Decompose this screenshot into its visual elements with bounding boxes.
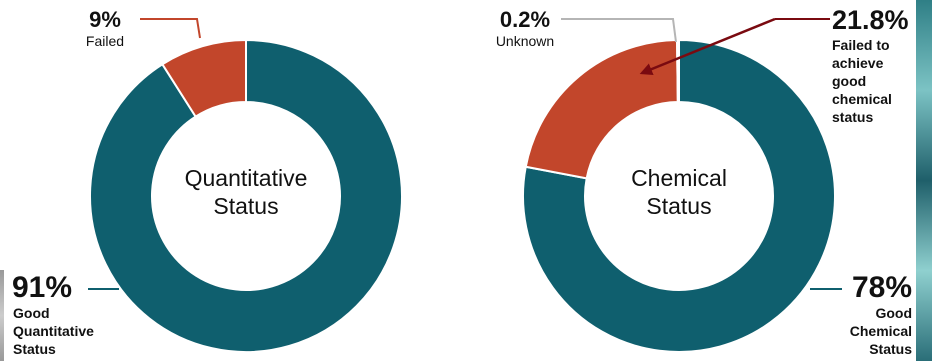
slice-failed-to-achieve bbox=[524, 38, 679, 180]
pointer-arrow-failed-to-achieve bbox=[639, 17, 776, 76]
category-label-failed-line-4: chemical bbox=[832, 91, 892, 107]
category-label-unknown: Unknown bbox=[496, 33, 554, 49]
category-label-failed-line-5: status bbox=[832, 109, 873, 125]
leader-line-failed bbox=[140, 18, 201, 39]
center-label-line-1: Quantitative bbox=[185, 165, 308, 191]
category-label-good-chemical-line-3: Status bbox=[869, 341, 912, 357]
category-label-good-line-3: Status bbox=[13, 341, 56, 357]
category-label-good-chemical-line-1: Good bbox=[875, 305, 912, 321]
category-label-failed-line-3: good bbox=[832, 73, 866, 89]
background-image-edge bbox=[0, 270, 4, 361]
leader-line-unknown bbox=[561, 18, 677, 43]
slice-failed bbox=[161, 38, 247, 119]
slice-good-chemical bbox=[522, 38, 836, 353]
category-label-failed-line-2: achieve bbox=[832, 55, 884, 71]
value-label-good-chemical: 78% bbox=[852, 271, 912, 304]
category-label-failed-line-1: Failed to bbox=[832, 37, 890, 53]
value-label-good: 91% bbox=[12, 271, 72, 304]
center-label-line-2: Status bbox=[213, 193, 278, 219]
center-label-line-1: Chemical bbox=[631, 165, 727, 191]
slice-unknown bbox=[676, 38, 680, 104]
background-image-strip bbox=[916, 0, 932, 361]
donut-chart-quantitative: Quantitative Status 9% Failed 91% Good Q… bbox=[12, 7, 403, 357]
category-label-good-line-2: Quantitative bbox=[13, 323, 94, 339]
value-label-unknown: 0.2% bbox=[500, 7, 550, 32]
center-label-line-2: Status bbox=[646, 193, 711, 219]
slice-good-quantitative bbox=[89, 38, 403, 353]
category-label-failed: Failed bbox=[86, 33, 124, 49]
value-label-failed-to-achieve: 21.8% bbox=[832, 5, 909, 35]
category-label-good-line-1: Good bbox=[13, 305, 50, 321]
donut-chart-chemical: Chemical Status 0.2% Unknown 21.8% Faile… bbox=[496, 5, 912, 357]
category-label-good-chemical-line-2: Chemical bbox=[850, 323, 912, 339]
value-label-failed: 9% bbox=[89, 7, 121, 32]
donut-slices-quantitative bbox=[89, 38, 403, 353]
